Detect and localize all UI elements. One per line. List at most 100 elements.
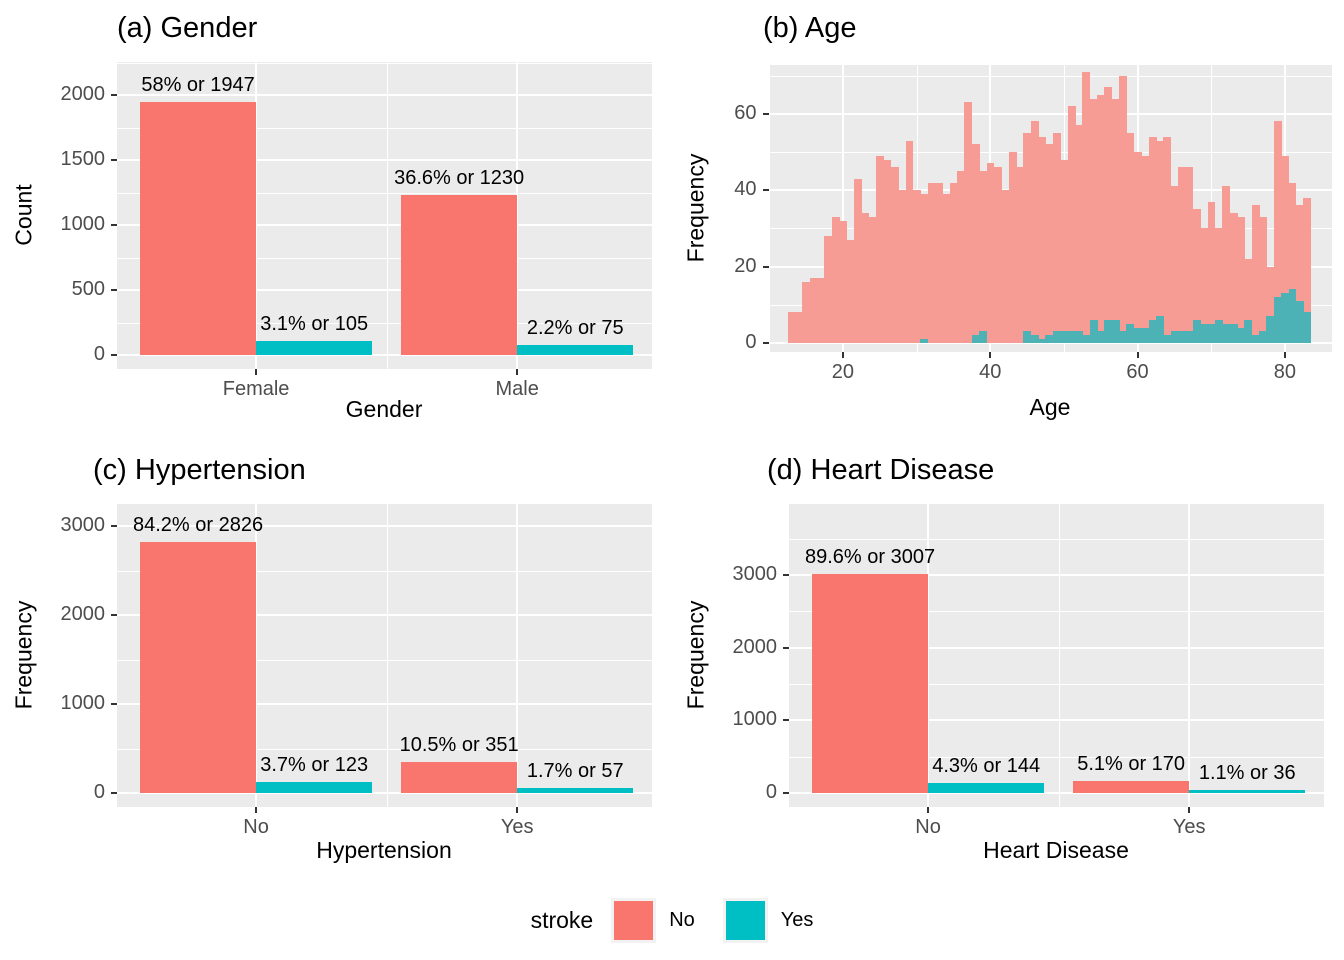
hist-bar-no	[839, 220, 848, 343]
gridline-major-h	[117, 792, 652, 794]
hist-bar-no	[1214, 228, 1223, 343]
legend-label-no: No	[669, 908, 695, 931]
hist-bar-yes	[1281, 293, 1290, 343]
x-axis-title: Heart Disease	[983, 837, 1129, 863]
hist-bar-no	[1200, 228, 1209, 343]
hist-bar-no	[1244, 258, 1253, 343]
bar-value-label: 84.2% or 2826	[132, 513, 264, 536]
hist-bar-no	[861, 213, 870, 343]
gridline-minor-h	[117, 748, 652, 750]
hist-bar-no	[1045, 144, 1054, 343]
hist-bar-no	[795, 312, 803, 343]
hist-bar-no	[1148, 136, 1157, 343]
plot-area: 84.2% or 2826 3.7% or 123 10.5% or 351 1.7%…	[117, 504, 652, 807]
x-tick-mark	[841, 352, 844, 358]
gridline-major-v	[516, 504, 519, 807]
hist-bar-yes	[1185, 331, 1194, 343]
bar-value-label: 2.2% or 75	[526, 317, 624, 340]
hist-bar-no	[1133, 152, 1142, 343]
bar-no	[140, 541, 257, 793]
gridline-major-h	[117, 703, 652, 706]
hist-bar-no	[912, 190, 921, 343]
hist-bar-no	[846, 239, 855, 343]
gridline-minor-h	[789, 683, 1324, 685]
gridline-major-h	[789, 719, 1324, 722]
y-tick-mark	[111, 354, 117, 356]
panel-title: (c) Hypertension	[93, 454, 306, 486]
panel-b-age: (b) Age Frequency Age 20 40 60 80 0 20 40 60	[672, 0, 1344, 440]
bar-no	[1073, 780, 1190, 793]
y-tick-mark	[111, 792, 117, 794]
gridline-major-v	[255, 504, 258, 807]
hist-bar-no	[993, 167, 1002, 343]
bar-no	[401, 761, 518, 793]
hist-bar-no	[1023, 132, 1032, 343]
x-tick-mark	[1188, 807, 1191, 813]
x-tick-mark	[516, 807, 519, 813]
gridline-minor-h	[117, 62, 652, 64]
hist-bar-no	[1038, 136, 1047, 343]
bar-no	[401, 195, 518, 355]
bar-value-label: 1.1% or 36	[1198, 762, 1296, 785]
y-axis-title: Frequency	[10, 600, 37, 710]
hist-bar-no	[942, 193, 951, 343]
hist-bar-yes	[1288, 289, 1297, 343]
hist-bar-no	[1222, 186, 1231, 343]
hist-bar-yes	[1259, 331, 1268, 343]
x-tick-label: Yes	[500, 816, 534, 838]
x-tick-label: 20	[831, 361, 855, 383]
hist-bar-no	[1207, 201, 1216, 343]
gridline-major-h	[117, 614, 652, 617]
hist-bar-no	[971, 144, 980, 343]
gridline-minor-v	[386, 62, 388, 369]
plot-area: 58% or 1947 3.1% or 105 36.6% or 1230 2.2% …	[117, 62, 652, 369]
y-tick-label: 20	[734, 254, 757, 277]
x-axis-title: Gender	[345, 396, 423, 422]
x-tick-label: Yes	[1172, 816, 1206, 838]
hist-bar-yes	[1229, 323, 1238, 343]
x-tick-label: 80	[1273, 361, 1296, 383]
x-tick-mark	[989, 352, 992, 358]
hist-bar-no	[1259, 216, 1268, 343]
bar-value-label: 3.7% or 123	[260, 754, 369, 777]
hist-bar-yes	[979, 331, 988, 343]
y-tick-mark	[111, 94, 117, 97]
x-tick-mark	[516, 369, 519, 375]
hist-bar-no	[1236, 216, 1245, 343]
y-tick-mark	[111, 289, 117, 291]
gridline-major-h	[789, 573, 1324, 576]
x-axis-title: Hypertension	[316, 837, 452, 863]
hist-bar-no	[1170, 186, 1179, 343]
y-tick-label: 2000	[60, 603, 106, 626]
legend: stroke No Yes	[0, 880, 1344, 960]
hist-bar-yes	[1273, 297, 1282, 343]
hist-bar-no	[1001, 190, 1010, 343]
hist-bar-no	[1303, 197, 1312, 343]
bar-value-label: 5.1% or 170	[1077, 752, 1186, 775]
hist-bar-no	[1089, 98, 1098, 343]
hist-bar-yes	[1030, 335, 1039, 343]
plot-area: 89.6% or 3007 4.3% or 144 5.1% or 170 1.1% …	[789, 504, 1324, 807]
x-tick-label: 60	[1126, 361, 1149, 383]
hist-bar-no	[890, 167, 899, 343]
y-tick-mark	[783, 646, 789, 649]
y-tick-mark	[111, 159, 117, 161]
y-tick-label: 2000	[60, 83, 106, 106]
y-tick-label: 2000	[732, 635, 778, 658]
gridline-minor-h	[117, 192, 652, 194]
bar-value-label: 89.6% or 3007	[804, 546, 936, 569]
gridline-minor-h	[117, 570, 652, 572]
hist-bar-yes	[1104, 319, 1113, 343]
bar-value-label: 4.3% or 144	[932, 754, 1041, 777]
legend-swatch-yes	[722, 897, 768, 943]
y-tick-mark	[762, 341, 769, 344]
hist-bar-yes	[1200, 323, 1209, 343]
hist-bar-no	[1111, 98, 1120, 343]
y-tick-label: 0	[93, 781, 105, 803]
hist-bar-no	[1067, 106, 1076, 343]
hist-bar-no	[905, 140, 914, 343]
legend-swatch-no	[611, 897, 657, 943]
hist-bar-no	[1097, 94, 1105, 343]
y-tick-mark	[762, 112, 769, 115]
y-tick-label: 1000	[60, 692, 106, 715]
